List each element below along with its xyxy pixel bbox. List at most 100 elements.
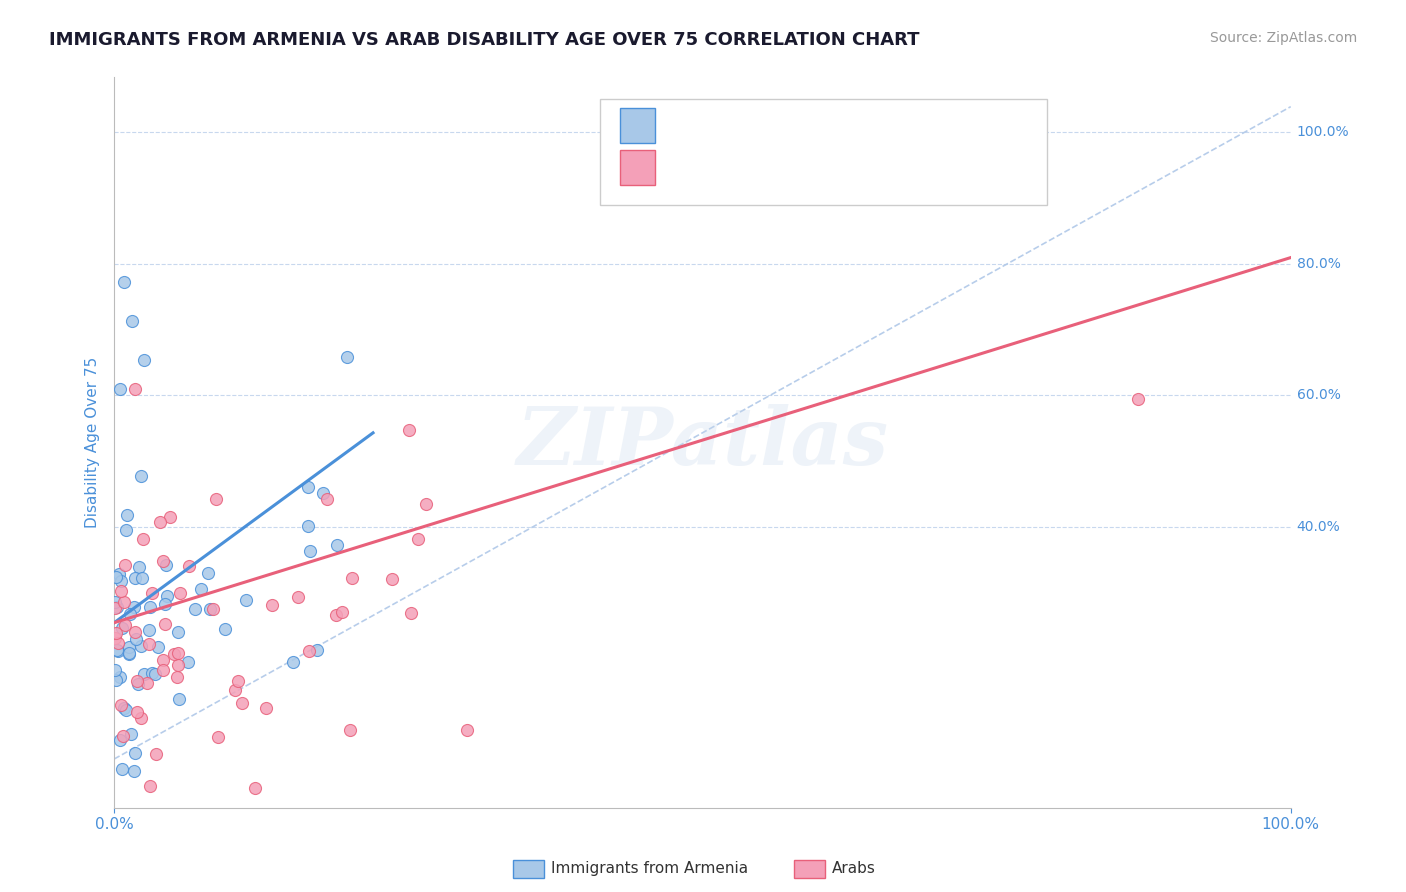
Arabs <box>201 601 224 615</box>
Immigrants from Armenia <box>115 703 138 717</box>
Arabs <box>145 747 167 761</box>
Arabs <box>152 554 174 568</box>
Arabs <box>107 636 129 650</box>
Immigrants from Armenia <box>129 469 152 483</box>
Immigrants from Armenia <box>128 560 150 574</box>
Text: 40.0%: 40.0% <box>1296 519 1340 533</box>
Immigrants from Armenia <box>105 673 128 688</box>
Arabs <box>245 781 267 796</box>
Arabs <box>401 606 423 620</box>
Immigrants from Armenia <box>107 599 129 614</box>
Arabs <box>169 586 191 600</box>
Arabs <box>153 617 176 632</box>
Arabs <box>125 705 148 719</box>
Arabs <box>105 625 128 640</box>
Arabs <box>125 673 148 688</box>
Arabs <box>114 618 136 632</box>
Immigrants from Armenia <box>132 352 155 367</box>
Arabs <box>159 509 181 524</box>
Immigrants from Armenia <box>104 595 127 609</box>
Arabs <box>287 590 309 604</box>
Immigrants from Armenia <box>120 726 142 740</box>
Immigrants from Armenia <box>108 732 131 747</box>
Immigrants from Armenia <box>156 590 179 604</box>
Immigrants from Armenia <box>325 538 347 552</box>
Arabs <box>315 492 337 507</box>
Immigrants from Armenia <box>108 382 131 396</box>
Arabs <box>110 583 132 598</box>
Immigrants from Armenia <box>118 640 141 654</box>
Arabs <box>138 636 160 650</box>
Text: IMMIGRANTS FROM ARMENIA VS ARAB DISABILITY AGE OVER 75 CORRELATION CHART: IMMIGRANTS FROM ARMENIA VS ARAB DISABILI… <box>49 31 920 49</box>
Immigrants from Armenia <box>167 692 190 706</box>
Arabs <box>325 608 347 623</box>
Immigrants from Armenia <box>312 486 335 500</box>
Arabs <box>179 559 201 574</box>
Immigrants from Armenia <box>297 519 319 533</box>
Immigrants from Armenia <box>104 664 127 678</box>
Immigrants from Armenia <box>214 622 236 636</box>
Arabs <box>138 779 160 793</box>
Arabs <box>167 646 190 660</box>
FancyBboxPatch shape <box>620 150 655 185</box>
Arabs <box>330 605 353 619</box>
Immigrants from Armenia <box>235 592 257 607</box>
Arabs <box>260 598 283 612</box>
Arabs <box>152 653 174 667</box>
FancyBboxPatch shape <box>600 99 1047 205</box>
Immigrants from Armenia <box>121 314 143 328</box>
Arabs <box>124 382 146 396</box>
Immigrants from Armenia <box>118 647 141 661</box>
Immigrants from Armenia <box>298 544 321 558</box>
Y-axis label: Disability Age Over 75: Disability Age Over 75 <box>86 357 100 528</box>
Immigrants from Armenia <box>184 602 207 616</box>
Immigrants from Armenia <box>197 566 219 581</box>
Arabs <box>398 423 420 437</box>
FancyBboxPatch shape <box>620 108 655 143</box>
Immigrants from Armenia <box>138 624 160 638</box>
Immigrants from Armenia <box>124 570 146 584</box>
Arabs <box>104 601 127 615</box>
Arabs <box>149 515 172 529</box>
Immigrants from Armenia <box>122 764 145 779</box>
Immigrants from Armenia <box>283 655 305 669</box>
Arabs <box>163 647 186 661</box>
Arabs <box>224 683 246 698</box>
Immigrants from Armenia <box>115 524 138 538</box>
Arabs <box>166 670 188 684</box>
Immigrants from Armenia <box>127 677 149 691</box>
Arabs <box>131 711 153 725</box>
Immigrants from Armenia <box>111 621 134 635</box>
Immigrants from Armenia <box>108 670 131 684</box>
Immigrants from Armenia <box>336 350 359 364</box>
Immigrants from Armenia <box>107 644 129 658</box>
Immigrants from Armenia <box>129 639 152 653</box>
Immigrants from Armenia <box>105 643 128 657</box>
Arabs <box>124 624 146 639</box>
Immigrants from Armenia <box>155 558 177 572</box>
Immigrants from Armenia <box>143 666 166 681</box>
Immigrants from Armenia <box>141 666 163 681</box>
Immigrants from Armenia <box>153 597 176 611</box>
Immigrants from Armenia <box>305 643 328 657</box>
Arabs <box>298 644 321 658</box>
Arabs <box>152 663 174 677</box>
Arabs <box>114 558 136 573</box>
Text: ZIPatlas: ZIPatlas <box>516 404 889 482</box>
Arabs <box>167 658 190 673</box>
Immigrants from Armenia <box>105 570 128 584</box>
Immigrants from Armenia <box>146 640 169 655</box>
Immigrants from Armenia <box>297 480 319 494</box>
Arabs <box>110 698 132 713</box>
Arabs <box>231 696 253 710</box>
Arabs <box>254 700 277 714</box>
Text: 60.0%: 60.0% <box>1296 388 1340 402</box>
Arabs <box>204 492 226 507</box>
Arabs <box>136 676 159 690</box>
Arabs <box>112 595 135 609</box>
Arabs <box>342 571 364 585</box>
Arabs <box>104 631 127 645</box>
Text: R = 0.395    N = 56: R = 0.395 N = 56 <box>673 159 849 177</box>
Text: Arabs: Arabs <box>832 862 876 876</box>
Immigrants from Armenia <box>122 599 145 614</box>
